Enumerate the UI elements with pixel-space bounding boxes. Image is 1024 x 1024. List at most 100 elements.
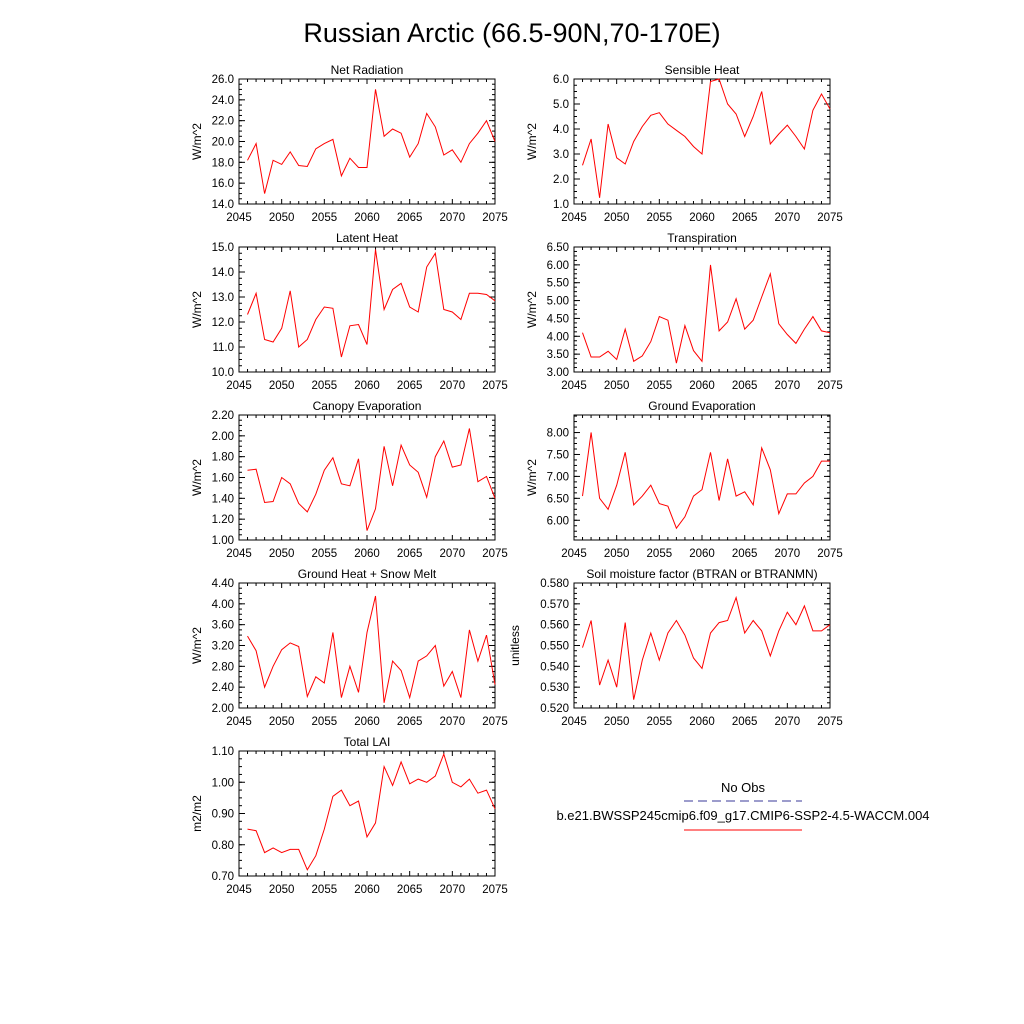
x-tick-label: 2075: [482, 884, 508, 896]
y-tick-label: 26.0: [212, 74, 234, 86]
y-tick-label: 6.00: [547, 515, 569, 527]
y-tick-label: 11.0: [212, 342, 234, 354]
panel-1: Net Radiation W/m^2 2045 2050 2055 2060 2065 20…: [190, 63, 508, 224]
y-tick-label: 0.520: [540, 703, 569, 715]
x-tick-label: 2065: [397, 716, 423, 728]
series-line: [582, 264, 831, 364]
y-axis-label: m2/m2: [190, 795, 204, 832]
series-line: [247, 89, 496, 194]
plot-frame: [238, 750, 496, 877]
x-tick-label: 2075: [482, 548, 508, 560]
x-tick-label: 2050: [269, 548, 295, 560]
x-tick-label: 2045: [226, 380, 252, 392]
x-tick-label: 2050: [604, 212, 630, 224]
panel-title: Sensible Heat: [665, 63, 740, 77]
y-tick-label: 1.00: [212, 535, 234, 547]
x-tick-label: 2055: [647, 548, 673, 560]
y-tick-label: 5.0: [553, 99, 569, 111]
x-tick-label: 2045: [226, 716, 252, 728]
plot-frame: [238, 414, 496, 541]
panel-title: Ground Evaporation: [648, 399, 755, 413]
y-tick-label: 3.20: [212, 641, 234, 653]
x-tick-label: 2075: [817, 548, 843, 560]
x-tick-label: 2050: [269, 716, 295, 728]
y-tick-label: 15.0: [212, 242, 234, 254]
y-tick-label: 0.560: [540, 620, 569, 632]
y-tick-label: 0.530: [540, 682, 569, 694]
y-tick-label: 12.0: [212, 317, 234, 329]
y-tick-label: 1.00: [212, 777, 234, 789]
y-tick-label: 20.0: [212, 137, 234, 149]
x-tick-label: 2045: [561, 716, 587, 728]
x-tick-label: 2075: [482, 716, 508, 728]
panel-5: Canopy Evaporation W/m^2 2045 2050 2055 2060 2…: [190, 399, 508, 560]
x-tick-label: 2060: [689, 548, 715, 560]
panel-2: Sensible Heat W/m^2 2045 2050 2055 2060 2065 20…: [525, 63, 843, 224]
y-tick-label: 2.00: [212, 431, 234, 443]
series-line: [582, 78, 831, 198]
x-tick-label: 2065: [732, 212, 758, 224]
y-tick-label: 1.20: [212, 514, 234, 526]
y-axis-label: W/m^2: [190, 459, 204, 496]
x-tick-label: 2075: [817, 380, 843, 392]
y-tick-label: 8.00: [547, 428, 569, 440]
panel-9: Total LAI m2/m2 2045 2050 2055 2060 2065 2070 20…: [190, 735, 508, 896]
y-tick-label: 0.80: [212, 840, 234, 852]
y-tick-label: 3.00: [547, 367, 569, 379]
x-tick-label: 2055: [312, 884, 338, 896]
y-tick-label: 3.60: [212, 620, 234, 632]
plot-frame: [238, 78, 496, 205]
panel-title: Latent Heat: [336, 231, 399, 245]
x-tick-label: 2050: [269, 380, 295, 392]
y-tick-label: 4.40: [212, 578, 234, 590]
x-tick-label: 2060: [354, 380, 380, 392]
y-tick-label: 1.80: [212, 452, 234, 464]
x-tick-label: 2045: [226, 212, 252, 224]
panel-3: Latent Heat W/m^2 2045 2050 2055 2060 2065 2070…: [190, 231, 508, 392]
x-tick-label: 2070: [440, 548, 466, 560]
x-tick-label: 2060: [354, 548, 380, 560]
plot-frame: [573, 582, 831, 709]
x-tick-label: 2055: [312, 548, 338, 560]
x-tick-label: 2070: [440, 716, 466, 728]
y-tick-label: 4.00: [547, 331, 569, 343]
x-tick-label: 2065: [397, 380, 423, 392]
x-tick-label: 2055: [312, 212, 338, 224]
y-tick-label: 10.0: [212, 367, 234, 379]
y-axis-label: unitless: [508, 625, 522, 666]
legend-obs-label: No Obs: [721, 780, 766, 795]
y-tick-label: 7.00: [547, 471, 569, 483]
x-tick-label: 2055: [647, 212, 673, 224]
x-tick-label: 2050: [269, 884, 295, 896]
y-tick-label: 4.50: [547, 313, 569, 325]
panel-title: Ground Heat + Snow Melt: [298, 567, 437, 581]
y-tick-label: 2.20: [212, 410, 234, 422]
panel-6: Ground Evaporation W/m^2 2045 2050 2055 2060 2…: [525, 399, 843, 560]
plot-frame: [573, 246, 831, 373]
x-tick-label: 2075: [817, 716, 843, 728]
y-tick-label: 2.0: [553, 174, 569, 186]
series-line: [582, 595, 831, 700]
y-tick-label: 22.0: [212, 116, 234, 128]
y-tick-label: 3.0: [553, 149, 569, 161]
y-tick-label: 4.00: [212, 599, 234, 611]
y-tick-label: 1.60: [212, 473, 234, 485]
y-axis-label: W/m^2: [190, 123, 204, 160]
legend: No Obs b.e21.BWSSP245cmip6.f09_g17.CMIP6…: [556, 780, 930, 831]
x-tick-label: 2065: [732, 548, 758, 560]
y-tick-label: 0.540: [540, 661, 569, 673]
y-axis-label: W/m^2: [525, 123, 539, 160]
y-tick-label: 0.90: [212, 809, 234, 821]
y-tick-label: 0.570: [540, 599, 569, 611]
x-tick-label: 2070: [440, 884, 466, 896]
y-tick-label: 6.00: [547, 260, 569, 272]
x-tick-label: 2060: [354, 716, 380, 728]
x-tick-label: 2065: [397, 212, 423, 224]
y-tick-label: 4.0: [553, 124, 569, 136]
x-tick-label: 2065: [732, 380, 758, 392]
y-axis-label: W/m^2: [190, 627, 204, 664]
y-tick-label: 14.0: [212, 267, 234, 279]
x-tick-label: 2055: [312, 716, 338, 728]
plot-frame: [238, 246, 496, 373]
